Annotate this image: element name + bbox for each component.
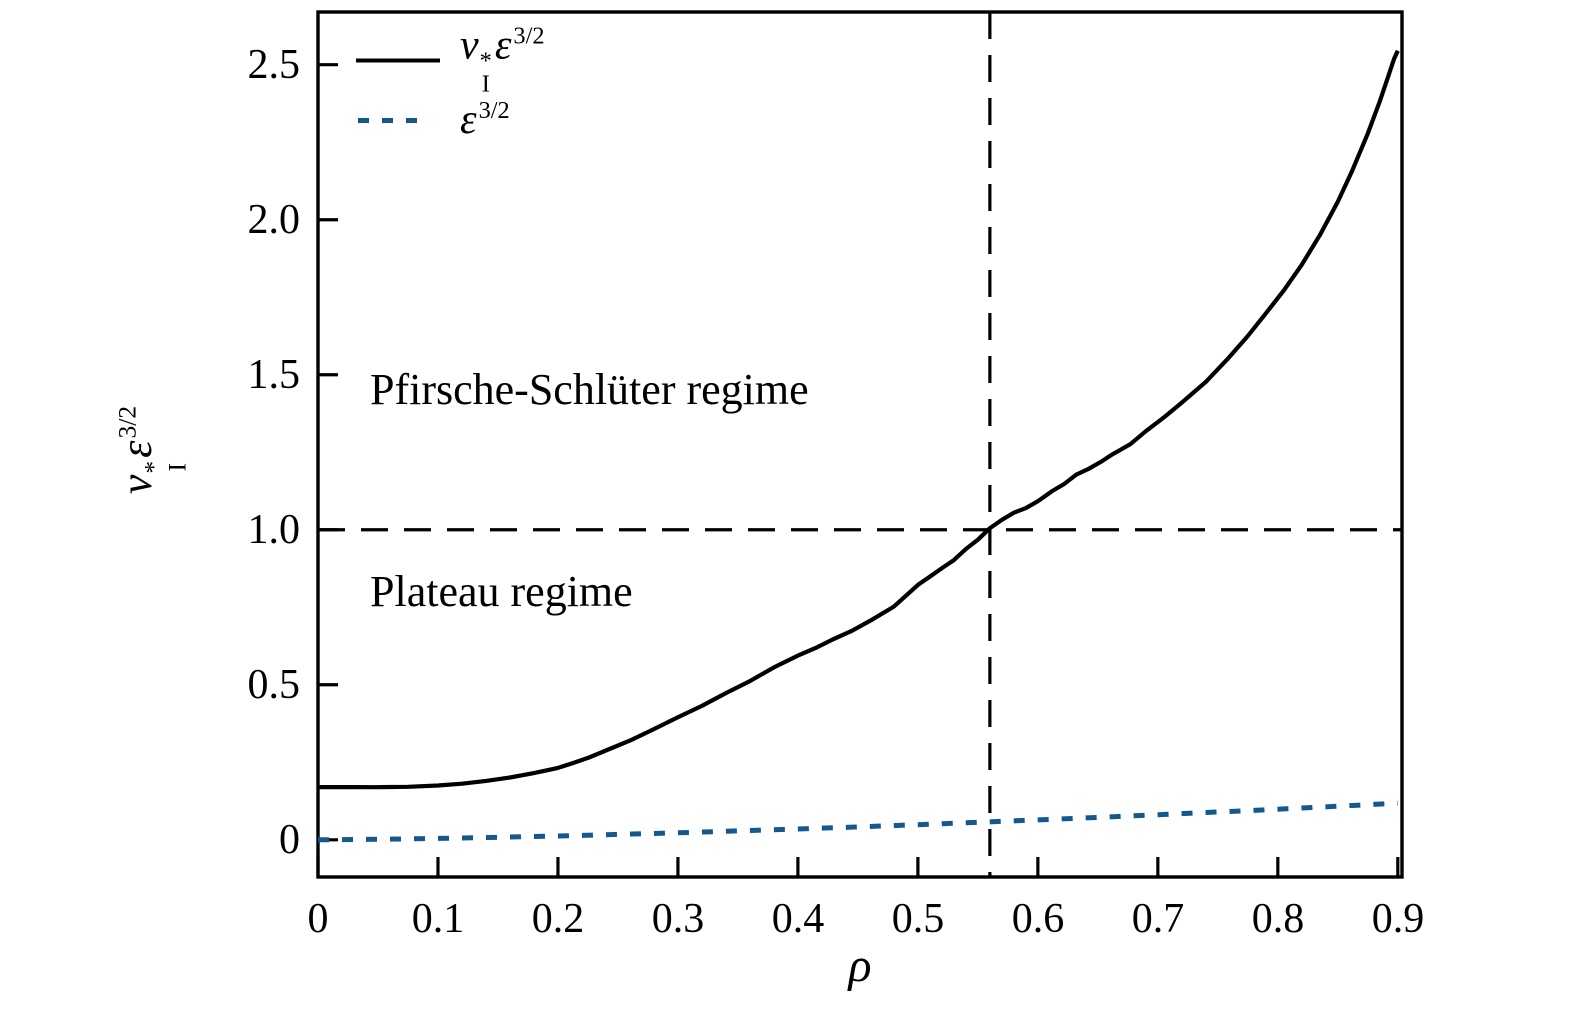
plot-border [316, 10, 1404, 879]
nu-supsub: * I [138, 460, 192, 474]
legend-label-eps32: ε3/2 [460, 97, 510, 143]
y-axis-label: ν * I ε3/2 [111, 405, 192, 494]
x-tick-label: 0.4 [771, 896, 825, 942]
legend-item-eps32: ε3/2 [356, 99, 510, 141]
x-tick-label: 0.8 [1251, 896, 1305, 942]
x-tick-label: 0.1 [411, 896, 465, 942]
y-tick-label: 0.5 [247, 662, 301, 708]
x-tick-label: 0.3 [651, 896, 705, 942]
x-axis-label: ρ [848, 939, 872, 992]
series-line-nu-star-eps32 [318, 49, 1400, 790]
legend-line-sample-dotted [358, 117, 420, 123]
legend-line-sample-solid [356, 57, 440, 62]
annotation-pfirsch-schlueter-regime: Pfirsche-Schlüter regime [370, 365, 809, 414]
y-tick-label: 0 [279, 817, 300, 863]
y-tick-label: 2.0 [247, 197, 301, 243]
y-tick-label: 2.5 [247, 42, 301, 88]
annotation-plateau-regime: Plateau regime [370, 567, 633, 616]
x-tick-label: 0.5 [891, 896, 945, 942]
x-tick-label: 0.7 [1131, 896, 1185, 942]
y-tick-label: 1.0 [247, 507, 301, 553]
epsilon-exponent: 3/2 [112, 405, 142, 438]
epsilon-symbol: ε [111, 439, 161, 458]
series-line-eps32 [317, 800, 1398, 843]
x-tick-label: 0.6 [1011, 896, 1065, 942]
y-tick-label: 1.5 [247, 352, 301, 398]
nu-symbol: ν [111, 474, 161, 494]
x-tick-label: 0.2 [531, 896, 585, 942]
x-tick-label: 0 [307, 896, 329, 942]
x-tick-label: 0.9 [1371, 896, 1425, 942]
